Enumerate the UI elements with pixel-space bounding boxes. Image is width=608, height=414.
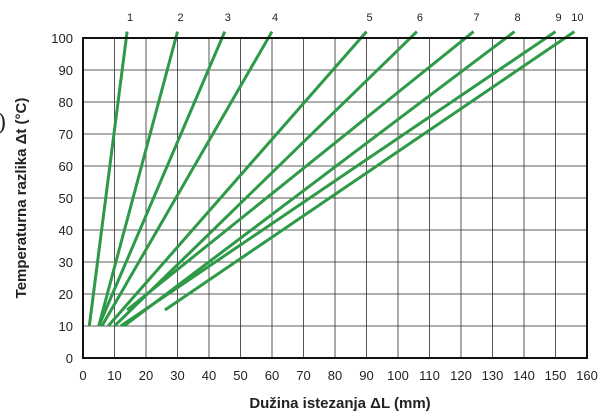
series-label-1: 1 <box>127 12 133 24</box>
series-lines <box>87 30 576 328</box>
x-tick-label: 100 <box>387 368 409 383</box>
series-line-8 <box>123 30 516 328</box>
plot-frame <box>82 37 588 359</box>
x-tick-label: 60 <box>265 368 279 383</box>
x-tick-label: 110 <box>419 368 440 383</box>
y-tick-labels: 0 10 20 30 40 50 60 70 80 90 100 <box>51 31 73 366</box>
line-number-labels: 1 2 3 4 5 6 7 8 9 10 <box>127 12 583 24</box>
y-tick-label: 100 <box>51 31 73 46</box>
x-tick-labels: 0 10 20 30 40 50 60 70 80 90 100 110 120 130 140 150 160 <box>79 368 597 383</box>
x-tick-label: 0 <box>79 368 86 383</box>
y-tick-label: 60 <box>59 159 73 174</box>
series-line-5 <box>107 30 368 327</box>
series-line-1 <box>87 31 129 327</box>
x-tick-label: 150 <box>545 368 567 383</box>
x-tick-label: 130 <box>482 368 504 383</box>
x-tick-label: 40 <box>202 368 216 383</box>
series-label-7: 7 <box>474 12 480 24</box>
y-tick-label: 80 <box>59 95 73 110</box>
x-tick-label: 10 <box>107 368 121 383</box>
series-label-5: 5 <box>366 12 372 24</box>
x-tick-label: 140 <box>513 368 535 383</box>
series-label-2: 2 <box>177 12 183 24</box>
y-tick-label: 20 <box>59 287 73 302</box>
stray-parenthesis: ) <box>0 111 7 136</box>
x-tick-label: 30 <box>170 368 184 383</box>
y-axis-label: Temperaturna razlika Δt (°C) <box>13 98 30 299</box>
y-tick-label: 0 <box>66 351 73 366</box>
x-tick-label: 70 <box>296 368 310 383</box>
series-line-9 <box>119 30 557 328</box>
x-tick-label: 50 <box>233 368 247 383</box>
x-tick-label: 90 <box>359 368 373 383</box>
x-tick-label: 120 <box>450 368 472 383</box>
y-tick-label: 90 <box>59 63 73 78</box>
x-axis-label: Dužina istezanja ΔL (mm) <box>249 395 430 412</box>
series-line-10 <box>164 30 576 312</box>
series-line-4 <box>100 30 274 327</box>
series-line-6 <box>113 30 418 328</box>
y-tick-label: 10 <box>59 319 73 334</box>
y-tick-label: 70 <box>59 127 73 142</box>
series-line-2 <box>97 31 179 327</box>
x-tick-label: 20 <box>139 368 153 383</box>
series-line-7 <box>126 30 475 312</box>
x-tick-label: 80 <box>328 368 342 383</box>
series-label-6: 6 <box>417 12 423 24</box>
grid <box>82 37 588 359</box>
x-tick-label: 160 <box>576 368 598 383</box>
y-tick-label: 50 <box>59 191 73 206</box>
series-label-9: 9 <box>555 12 561 24</box>
series-label-4: 4 <box>272 12 278 24</box>
series-label-10: 10 <box>571 12 583 24</box>
series-label-3: 3 <box>225 12 231 24</box>
y-tick-label: 40 <box>59 223 73 238</box>
series-line-3 <box>97 31 227 327</box>
y-tick-label: 30 <box>59 255 73 270</box>
series-label-8: 8 <box>514 12 520 24</box>
